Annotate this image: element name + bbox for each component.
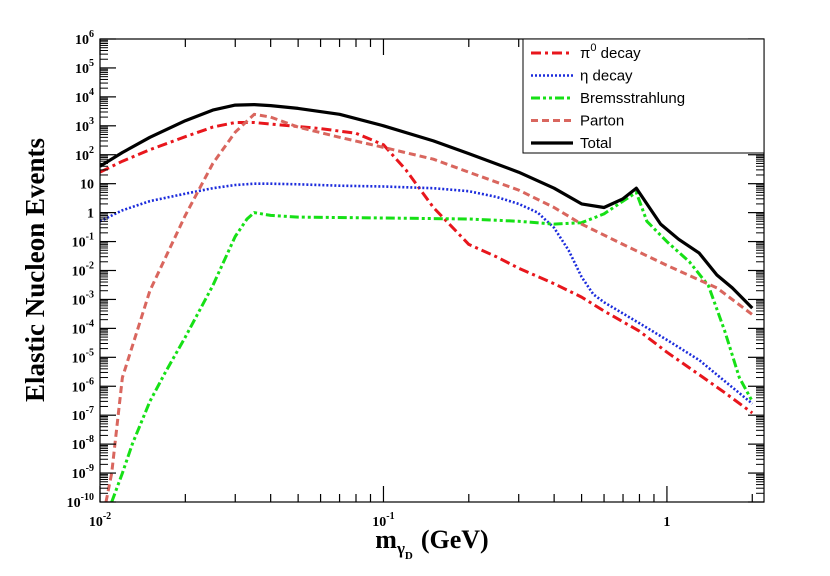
series-line-0-decay — [100, 121, 754, 415]
y-tick-label: 10-4 — [72, 318, 94, 337]
y-tick-base: 10 — [72, 409, 86, 424]
y-tick-label: 10-6 — [72, 376, 94, 395]
y-tick-label: 102 — [75, 145, 94, 164]
y-tick-exponent: 6 — [89, 29, 94, 40]
y-tick-base: 10 — [75, 62, 89, 77]
y-tick-base: 10 — [75, 120, 89, 135]
legend: π0 decay η decay Bremsstrahlung Parton Total — [522, 38, 765, 154]
y-tick-exponent: 4 — [89, 87, 94, 98]
y-tick-label: 10-7 — [72, 405, 94, 424]
legend-label-main: η decay — [580, 68, 633, 85]
y-tick-exponent: -4 — [86, 318, 94, 329]
y-tick-exponent: -8 — [86, 434, 94, 445]
legend-label-suffix: decay — [596, 45, 641, 62]
y-tick-label: 103 — [75, 116, 94, 135]
series-line-bremsstrahlung — [110, 190, 754, 502]
y-tick-exponent: -1 — [86, 232, 94, 243]
series-line-parton — [104, 112, 754, 502]
legend-label: Parton — [580, 113, 624, 130]
y-tick-base: 1 — [87, 207, 94, 222]
y-tick-label: 10-10 — [67, 492, 94, 511]
legend-label-main: π — [580, 45, 590, 62]
y-tick-base: 10 — [80, 178, 94, 193]
y-tick-base: 10 — [72, 380, 86, 395]
y-tick-base: 10 — [72, 236, 86, 251]
y-tick-base: 10 — [75, 33, 89, 48]
y-tick-base: 10 — [72, 293, 86, 308]
legend-label-main: Bremsstrahlung — [580, 90, 685, 107]
legend-label: η decay — [580, 68, 633, 85]
series-layer — [100, 103, 754, 502]
legend-label: Total — [580, 135, 612, 152]
y-tick-base: 10 — [75, 149, 89, 164]
legend-box — [522, 38, 765, 154]
y-axis-title: Elastic Nucleon Events — [20, 138, 50, 402]
tick-labels: 10-1010-910-810-710-610-510-410-310-210-… — [67, 29, 671, 530]
y-tick-exponent: 3 — [89, 116, 94, 127]
x-axis-title: mγD (GeV) — [375, 525, 488, 562]
y-tick-exponent: -3 — [86, 289, 94, 300]
x-tick-exponent: -1 — [386, 511, 394, 522]
series-line-total — [100, 103, 754, 310]
y-tick-label: 1 — [87, 207, 94, 222]
y-tick-label: 10-3 — [72, 289, 94, 308]
y-tick-exponent: 5 — [89, 58, 94, 69]
x-tick-label: 10-2 — [89, 511, 111, 530]
y-tick-base: 10 — [72, 265, 86, 280]
y-tick-label: 10-9 — [72, 463, 94, 482]
y-tick-label: 105 — [75, 58, 94, 77]
x-tick-base: 10 — [372, 515, 386, 530]
y-tick-exponent: -7 — [86, 405, 94, 416]
x-axis-title-unit: (GeV) — [421, 525, 489, 554]
y-tick-label: 10-2 — [72, 261, 94, 280]
y-tick-exponent: -6 — [86, 376, 94, 387]
y-tick-label: 10 — [80, 178, 94, 193]
y-tick-base: 10 — [72, 322, 86, 337]
x-tick-label: 10-1 — [372, 511, 394, 530]
y-tick-exponent: -5 — [86, 347, 94, 358]
y-tick-label: 10-5 — [72, 347, 94, 366]
y-tick-label: 10-1 — [72, 232, 94, 251]
y-tick-exponent: -9 — [86, 463, 94, 474]
y-tick-base: 10 — [72, 467, 86, 482]
legend-label-main: Total — [580, 135, 612, 152]
x-tick-exponent: -2 — [103, 511, 111, 522]
x-axis-title-main: m — [375, 525, 397, 554]
y-tick-base: 10 — [75, 91, 89, 106]
x-tick-base: 1 — [663, 515, 670, 530]
legend-label: Bremsstrahlung — [580, 90, 685, 107]
x-axis-title-sub-2: D — [405, 550, 413, 562]
y-tick-base: 10 — [67, 496, 81, 511]
y-tick-exponent: 2 — [89, 145, 94, 156]
tick-marks — [99, 38, 764, 503]
legend-label-sup: 0 — [590, 42, 596, 54]
x-tick-label: 1 — [663, 515, 670, 530]
y-tick-base: 10 — [72, 351, 86, 366]
y-tick-exponent: -2 — [86, 261, 94, 272]
legend-label-main: Parton — [580, 113, 624, 130]
series-line-decay — [100, 182, 754, 405]
y-tick-label: 106 — [75, 29, 94, 48]
legend-label: π0 decay — [580, 42, 641, 62]
x-tick-base: 10 — [89, 515, 103, 530]
y-tick-label: 10-8 — [72, 434, 94, 453]
x-axis-title-sub-1: γ — [396, 539, 405, 558]
y-tick-exponent: -10 — [81, 492, 94, 503]
y-tick-base: 10 — [72, 438, 86, 453]
y-tick-label: 104 — [75, 87, 94, 106]
legend-items: π0 decay η decay Bremsstrahlung Parton Total — [531, 42, 685, 152]
